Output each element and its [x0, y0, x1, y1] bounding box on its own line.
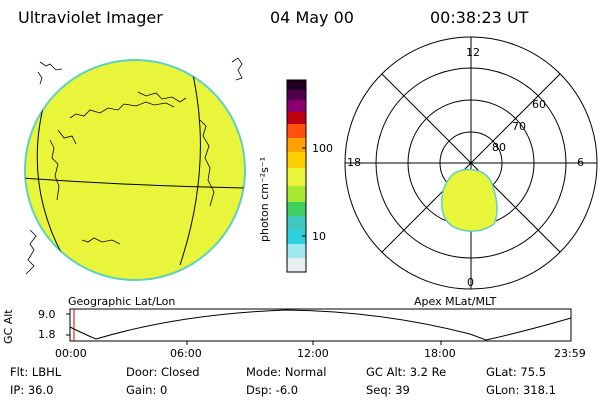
mlat-label-70: 70 — [512, 120, 526, 133]
time-label: 00:38:23 UT — [430, 8, 529, 27]
altitude-xtick-0600: 06:00 — [170, 347, 202, 360]
mode-info: Mode: Normal — [246, 365, 327, 379]
polar-grid — [344, 36, 598, 290]
dsp-info: Dsp: -6.0 — [246, 383, 299, 397]
colorbar-tick-10: 10 — [312, 230, 326, 243]
mlt-label-0: 0 — [467, 276, 474, 289]
glat-info: GLat: 75.5 — [486, 365, 547, 379]
mlt-label-12: 12 — [466, 46, 480, 59]
mlat-label-80: 80 — [492, 141, 506, 154]
altitude-plot — [66, 308, 572, 345]
altitude-xtick-2359: 23:59 — [554, 347, 586, 360]
instrument-title: Ultraviolet Imager — [18, 8, 163, 27]
colorbar-tick-100: 100 — [312, 142, 333, 155]
filter-info: Flt: LBHL — [10, 365, 62, 379]
altitude-ytick-1-8: 1.8 — [38, 328, 56, 341]
door-info: Door: Closed — [126, 365, 200, 379]
date-label: 04 May 00 — [270, 8, 354, 27]
mlat-label-60: 60 — [532, 98, 546, 111]
geographic-image — [24, 57, 246, 281]
seq-info: Seq: 39 — [366, 383, 410, 397]
colorbar — [286, 79, 307, 273]
coastline-outlines — [25, 57, 243, 275]
meridian-line-right — [179, 61, 201, 266]
apex-caption: Apex MLat/MLT — [414, 295, 497, 308]
mlt-label-6: 6 — [577, 156, 584, 169]
colorbar-unit-label: photon cm⁻²s⁻¹ — [258, 156, 271, 242]
ip-info: IP: 36.0 — [10, 383, 54, 397]
altitude-curve — [69, 309, 572, 341]
geographic-caption: Geographic Lat/Lon — [68, 295, 176, 308]
altitude-ytick-9: 9.0 — [38, 308, 56, 321]
glon-info: GLon: 318.1 — [486, 383, 556, 397]
gc-alt-info: GC Alt: 3.2 Re — [366, 365, 447, 379]
altitude-xtick-1200: 12:00 — [297, 347, 329, 360]
gain-info: Gain: 0 — [126, 383, 168, 397]
auroral-oval-image — [440, 168, 498, 232]
altitude-xtick-1800: 18:00 — [424, 347, 456, 360]
latitude-line — [25, 177, 245, 189]
altitude-xtick-0000: 00:00 — [55, 347, 87, 360]
altitude-ylabel: GC Alt — [2, 309, 15, 344]
mlt-label-18: 18 — [347, 156, 361, 169]
